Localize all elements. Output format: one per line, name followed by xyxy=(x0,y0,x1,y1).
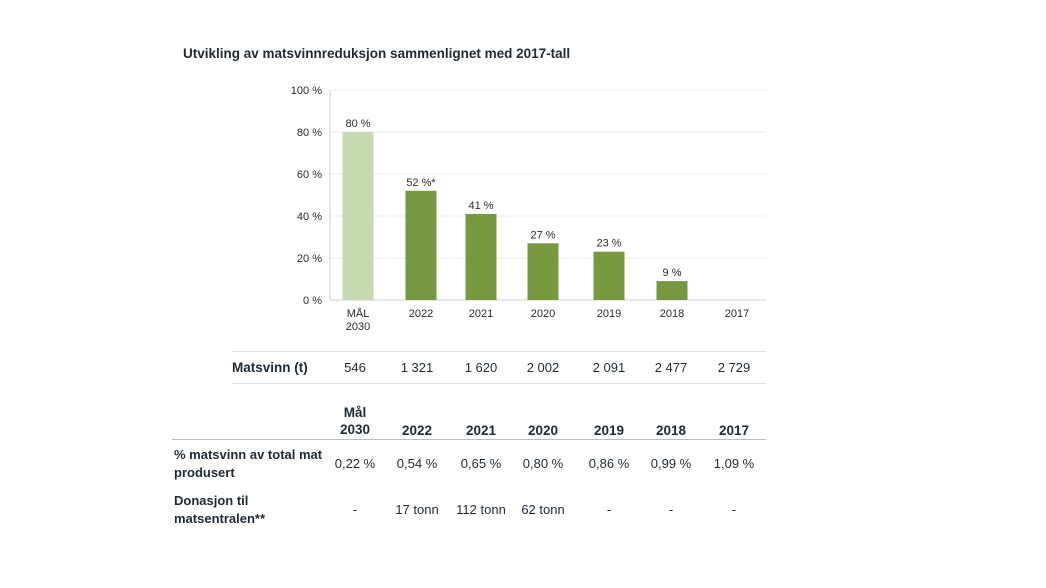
matsvinn-row-label: Matsvinn (t) xyxy=(232,360,308,375)
table-header: 2018 xyxy=(655,423,687,438)
bar xyxy=(593,251,625,300)
bar-chart: 0 % 20 % 40 % 60 % 80 % 100 % 80 % MÅL 2030 52 %*… xyxy=(291,85,766,333)
matsvinn-value: 2 002 xyxy=(526,360,560,375)
data-label: 41 % xyxy=(468,200,493,212)
matsvinn-value: 2 091 xyxy=(592,360,626,375)
bar xyxy=(465,213,497,300)
table-header: 2017 xyxy=(718,423,750,438)
chart-title: Utvikling av matsvinnreduksjon sammenlig… xyxy=(183,46,571,61)
x-tick-label: 2020 xyxy=(531,308,555,320)
table-cell: 0,65 % xyxy=(460,456,502,471)
matsvinn-row: Matsvinn (t) 546 1 321 1 620 2 002 2 091… xyxy=(232,351,766,384)
row-label: % matsvinn av total mat produsert xyxy=(174,447,323,480)
y-tick-label: 80 % xyxy=(297,127,322,139)
table-cell: 17 tonn xyxy=(395,502,439,517)
data-label: 23 % xyxy=(596,238,621,250)
x-tick-label: 2022 xyxy=(409,308,433,320)
x-tick-label: MÅL 2030 xyxy=(346,307,370,333)
data-label: 52 %* xyxy=(406,177,436,189)
matsvinn-value: 1 620 xyxy=(464,360,498,375)
table-cell: 0,99 % xyxy=(650,456,692,471)
y-tick-label: 0 % xyxy=(303,295,322,307)
table-cell: 62 tonn xyxy=(521,502,565,517)
data-label: 9 % xyxy=(663,267,682,279)
matsvinn-value: 2 729 xyxy=(717,360,751,375)
table-cell: 0,22 % xyxy=(334,456,376,471)
bar xyxy=(342,132,374,300)
table-cell: - xyxy=(606,502,612,517)
x-tick-label: 2018 xyxy=(660,308,684,320)
table-cell: 0,54 % xyxy=(396,456,438,471)
y-tick-label: 40 % xyxy=(297,211,322,223)
x-tick-label: 2021 xyxy=(469,308,493,320)
table-cell: 0,86 % xyxy=(588,456,630,471)
bar xyxy=(527,243,559,300)
table-header: 2019 xyxy=(593,423,625,438)
matsvinn-value: 2 477 xyxy=(654,360,688,375)
table-cell: 1,09 % xyxy=(713,456,755,471)
table-header: Mål 2030 xyxy=(339,405,371,437)
table-cell: - xyxy=(668,502,674,517)
matsvinn-value: 1 321 xyxy=(400,360,434,375)
x-tick-label: 2017 xyxy=(725,308,749,320)
x-tick-label: 2019 xyxy=(597,308,621,320)
table-header: 2020 xyxy=(527,423,559,438)
table-cell: - xyxy=(352,502,358,517)
table-divider xyxy=(172,439,766,440)
table-header: 2021 xyxy=(465,423,497,438)
y-tick-label: 20 % xyxy=(297,253,322,265)
table-cell: 112 tonn xyxy=(456,502,506,517)
bar xyxy=(405,190,437,300)
y-tick-label: 100 % xyxy=(291,85,322,97)
row-label: Donasjon til matsentralen** xyxy=(174,493,266,526)
table-cell: - xyxy=(731,502,737,517)
data-label: 80 % xyxy=(345,118,370,130)
data-label: 27 % xyxy=(530,229,555,241)
y-tick-label: 60 % xyxy=(297,169,322,181)
table-cell: 0,80 % xyxy=(522,456,564,471)
matsvinn-value: 546 xyxy=(344,360,366,375)
bar xyxy=(656,281,688,300)
table-header: 2022 xyxy=(401,423,433,438)
